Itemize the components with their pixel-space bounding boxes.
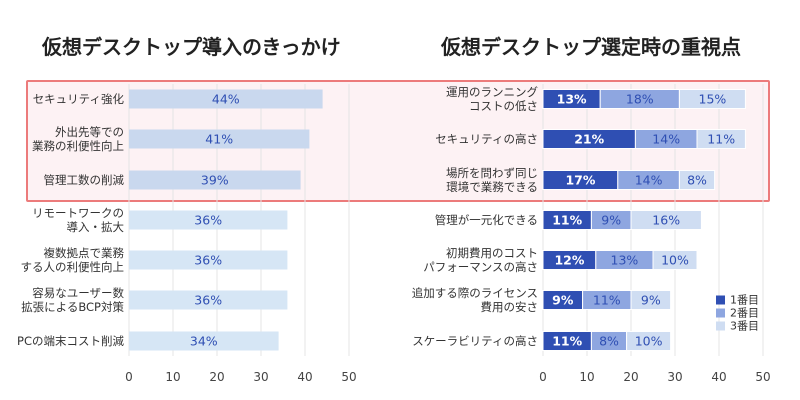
right-bar-label-5-series-2: 13%	[611, 253, 639, 268]
right-bar-label-6-series-1: 9%	[552, 293, 574, 308]
left-category-label-5-line-1: 複数拠点で業務	[44, 246, 125, 260]
right-bar-2-series-3	[696, 129, 746, 149]
left-x-tick-50: 50	[341, 370, 356, 384]
right-x-tick-10: 10	[579, 370, 594, 384]
legend-label-2: 2番目	[730, 307, 759, 320]
right-category-label-5-line-2: パフォーマンスの高さ	[423, 260, 538, 274]
left-bar-label-4: 36%	[194, 213, 222, 228]
left-bar-4	[129, 210, 288, 230]
left-bar-7	[129, 331, 279, 351]
left-category-label-2-line-1: 外出先等での	[55, 125, 124, 139]
right-category-label-4: 管理が一元化できる	[435, 213, 538, 227]
left-bar-label-3: 39%	[201, 173, 229, 188]
right-bar-4-series-3	[630, 210, 702, 230]
left-bar-5	[129, 250, 288, 270]
right-bar-6-series-3	[630, 290, 672, 310]
right-bar-label-5-series-1: 12%	[554, 253, 584, 268]
left-bar-label-5: 36%	[194, 253, 222, 268]
left-category-label-2-line-2: 業務の利便性向上	[32, 139, 124, 153]
right-bar-label-2-series-3: 11%	[707, 132, 735, 147]
legend-swatch-3	[716, 321, 725, 331]
left-x-tick-20: 20	[209, 370, 224, 384]
right-bar-label-4-series-2: 9%	[601, 213, 621, 228]
right-bar-label-2-series-2: 14%	[652, 132, 680, 147]
right-bar-5-series-3	[652, 250, 698, 270]
left-bar-1	[129, 89, 323, 109]
left-bar-2	[129, 129, 310, 149]
right-bar-1-series-3	[678, 89, 746, 109]
left-x-tick-40: 40	[297, 370, 312, 384]
right-category-label-3-line-2: 環境で業務できる	[446, 180, 538, 194]
right-bar-label-3-series-1: 17%	[565, 173, 595, 188]
right-x-tick-40: 40	[711, 370, 726, 384]
left-bar-label-7: 34%	[190, 334, 218, 349]
right-bar-label-6-series-2: 11%	[593, 293, 621, 308]
right-bar-label-7-series-3: 10%	[635, 334, 663, 349]
right-bar-7-series-3	[626, 331, 672, 351]
right-x-tick-0: 0	[539, 370, 547, 384]
legend-swatch-2	[716, 308, 725, 318]
left-category-label-7: PCの端末コスト削減	[17, 334, 124, 348]
left-bar-3	[129, 170, 301, 190]
right-bar-label-3-series-2: 14%	[635, 173, 663, 188]
right-bar-label-6-series-3: 9%	[641, 293, 661, 308]
right-bar-label-3-series-3: 8%	[687, 173, 707, 188]
left-bar-label-2: 41%	[205, 132, 233, 147]
right-category-label-6-line-1: 追加する際のライセンス	[412, 286, 538, 300]
left-bar-6	[129, 290, 288, 310]
right-bar-label-4-series-1: 11%	[552, 213, 582, 228]
right-category-label-2: セキュリティの高さ	[435, 132, 538, 146]
right-bar-label-1-series-2: 18%	[626, 92, 654, 107]
right-bar-label-1-series-1: 13%	[557, 92, 587, 107]
right-bar-label-7-series-1: 11%	[552, 334, 582, 349]
right-category-label-3-line-1: 場所を問わず同じ	[446, 166, 538, 180]
right-x-tick-30: 30	[667, 370, 682, 384]
right-bar-label-2-series-1: 21%	[574, 132, 604, 147]
left-category-label-3: 管理工数の削減	[44, 173, 125, 187]
right-category-label-1-line-2: コストの低さ	[469, 99, 538, 113]
right-category-label-1-line-1: 運用のランニング	[446, 85, 538, 99]
right-bar-label-5-series-3: 10%	[661, 253, 689, 268]
left-category-label-5-line-2: する人の利便性向上	[21, 260, 125, 274]
left-category-label-4-line-1: リモートワークの	[32, 206, 124, 220]
legend-label-1: 1番目	[730, 294, 759, 307]
right-x-tick-50: 50	[755, 370, 770, 384]
left-x-tick-0: 0	[125, 370, 133, 384]
left-bar-label-6: 36%	[194, 293, 222, 308]
left-category-label-4-line-2: 導入・拡大	[67, 220, 125, 234]
right-category-label-7: スケーラビリティの高さ	[412, 334, 538, 348]
right-category-label-6-line-2: 費用の安さ	[481, 300, 539, 314]
left-x-tick-30: 30	[253, 370, 268, 384]
left-category-label-6-line-2: 拡張によるBCP対策	[21, 300, 124, 314]
left-x-tick-10: 10	[165, 370, 180, 384]
left-category-label-6-line-1: 容易なユーザー数	[32, 286, 124, 300]
left-category-label-1: セキュリティ強化	[33, 92, 125, 106]
legend-label-3: 3番目	[730, 320, 759, 333]
right-chart-title: 仮想デスクトップ選定時の重視点	[440, 35, 741, 59]
right-x-tick-20: 20	[623, 370, 638, 384]
legend-swatch-1	[716, 295, 725, 305]
right-bar-label-1-series-3: 15%	[699, 92, 727, 107]
right-bar-label-7-series-2: 8%	[599, 334, 619, 349]
right-bar-label-4-series-3: 16%	[652, 213, 680, 228]
left-bar-label-1: 44%	[212, 92, 240, 107]
right-bar-3-series-3	[678, 170, 716, 190]
left-chart-title: 仮想デスクトップ導入のきっかけ	[41, 35, 341, 59]
right-category-label-5-line-1: 初期費用のコスト	[446, 246, 538, 260]
